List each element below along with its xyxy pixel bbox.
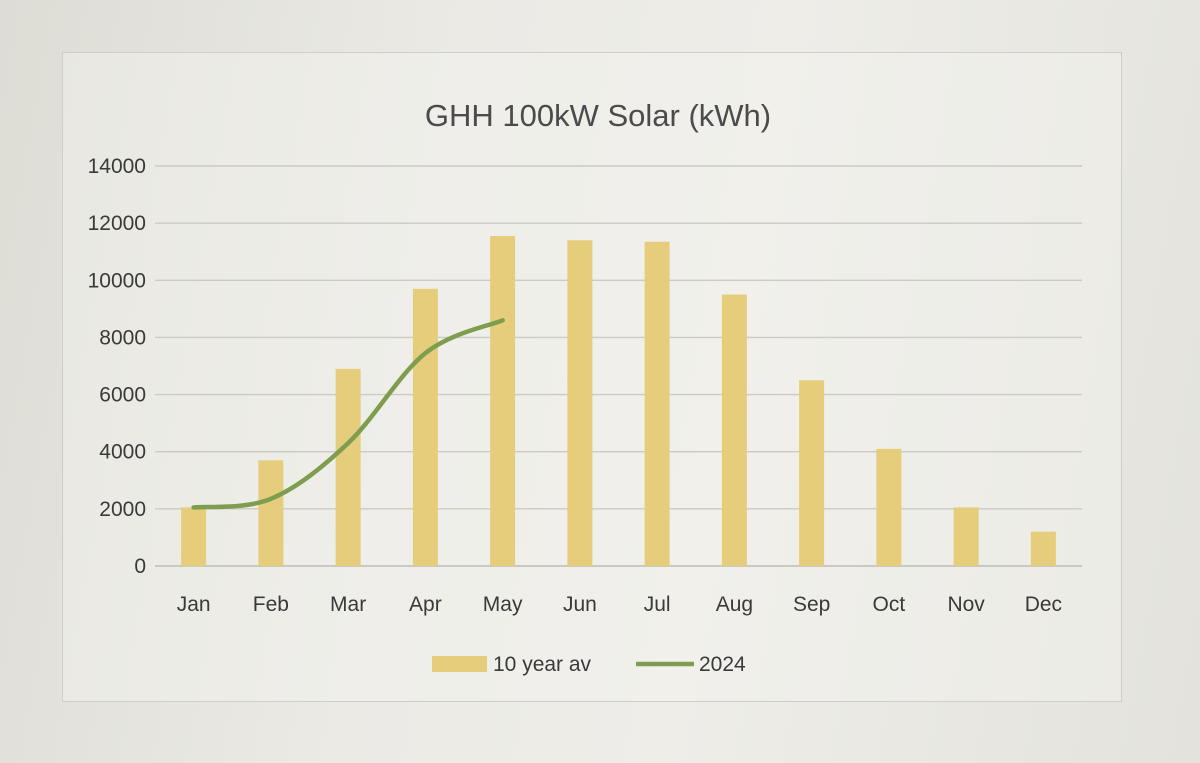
- bar-oct: [876, 448, 902, 566]
- bar-feb: [258, 460, 284, 566]
- y-tick-label-10000: 10000: [88, 269, 146, 292]
- x-tick-label-jan: Jan: [177, 593, 211, 616]
- chart-title: GHH 100kW Solar (kWh): [425, 98, 771, 133]
- bar-aug: [721, 294, 747, 566]
- bar-sep: [799, 380, 825, 566]
- bar-nov: [953, 507, 979, 566]
- bar-series: [181, 236, 1056, 567]
- bar-jun: [567, 240, 593, 567]
- bar-dec: [1030, 531, 1056, 566]
- y-tick-label-4000: 4000: [99, 441, 146, 464]
- y-tick-label-14000: 14000: [88, 155, 146, 178]
- bar-jul: [644, 241, 670, 566]
- x-tick-label-apr: Apr: [409, 593, 442, 616]
- gridlines: [155, 165, 1082, 567]
- bar-mar: [335, 368, 361, 566]
- x-tick-label-mar: Mar: [330, 593, 366, 616]
- x-tick-label-may: May: [483, 593, 523, 616]
- y-axis-tick-labels: 0 2000 4000 6000 8000 10000 12000 14000: [88, 155, 146, 578]
- y-tick-label-12000: 12000: [88, 212, 146, 235]
- y-tick-label-0: 0: [134, 555, 146, 578]
- y-tick-label-8000: 8000: [99, 326, 146, 349]
- bar-may: [490, 236, 516, 566]
- legend-label-2024: 2024: [699, 653, 746, 676]
- bar-apr: [412, 288, 438, 566]
- legend-label-10-year-av: 10 year av: [493, 653, 592, 676]
- x-tick-label-oct: Oct: [873, 593, 906, 616]
- x-tick-label-jun: Jun: [563, 593, 597, 616]
- line-series: [191, 318, 505, 510]
- x-tick-label-aug: Aug: [716, 593, 753, 616]
- y-tick-label-2000: 2000: [99, 498, 146, 521]
- x-tick-label-nov: Nov: [947, 593, 985, 616]
- bar-jan: [181, 507, 207, 566]
- x-axis-tick-labels: Jan Feb Mar Apr May Jun Jul Aug Sep Oct Nov Dec: [177, 593, 1062, 616]
- x-tick-label-feb: Feb: [253, 593, 289, 616]
- x-tick-label-jul: Jul: [644, 593, 671, 616]
- x-tick-label-dec: Dec: [1025, 593, 1062, 616]
- legend: 10 year av 2024: [432, 653, 746, 676]
- y-tick-label-6000: 6000: [99, 384, 146, 407]
- line-2024: [191, 318, 505, 510]
- legend-swatch-10-year-av: [432, 656, 487, 672]
- x-tick-label-sep: Sep: [793, 593, 830, 616]
